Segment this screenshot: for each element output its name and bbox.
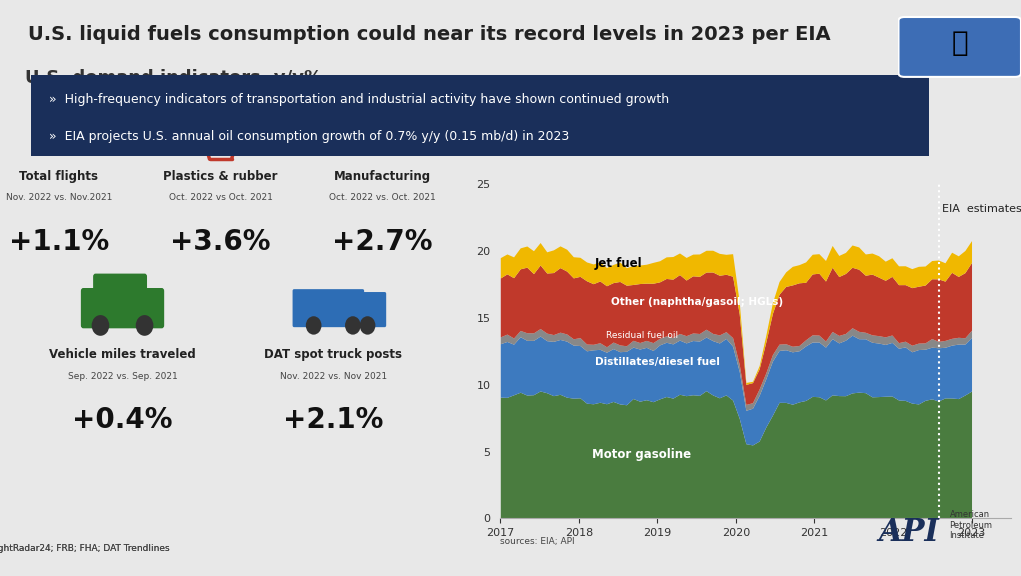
Text: Nov. 2022 vs. Nov 2021: Nov. 2022 vs. Nov 2021 — [280, 372, 387, 381]
FancyBboxPatch shape — [81, 288, 164, 328]
Text: ⚙: ⚙ — [391, 92, 414, 116]
Circle shape — [136, 315, 153, 336]
Text: »  EIA projects U.S. annual oil consumption growth of 0.7% y/y (0.15 mb/d) in 20: » EIA projects U.S. annual oil consumpti… — [49, 130, 569, 143]
Text: Distillates/diesel fuel: Distillates/diesel fuel — [595, 357, 720, 367]
Text: API: API — [878, 517, 939, 548]
Text: Manufacturing: Manufacturing — [334, 170, 431, 183]
Text: ✈: ✈ — [40, 100, 78, 142]
Text: U.S. demand indicators, y/y%: U.S. demand indicators, y/y% — [25, 69, 322, 87]
Text: Residual fuel oil: Residual fuel oil — [605, 331, 678, 340]
FancyBboxPatch shape — [293, 289, 364, 327]
Circle shape — [359, 316, 376, 335]
Text: Vehicle miles traveled: Vehicle miles traveled — [49, 348, 196, 362]
Text: sources: EIA; API: sources: EIA; API — [500, 537, 575, 546]
Text: Nov. 2022 vs. Nov.2021: Nov. 2022 vs. Nov.2021 — [6, 193, 112, 202]
Circle shape — [92, 315, 109, 336]
Text: U.S. liquid fuel consumption by fuel: U.S. liquid fuel consumption by fuel — [500, 100, 863, 118]
Text: Total flights: Total flights — [19, 170, 98, 183]
Text: Sep. 2022 vs. Sep. 2021: Sep. 2022 vs. Sep. 2021 — [67, 372, 178, 381]
Text: Million barrels per day: Million barrels per day — [500, 134, 624, 144]
Text: sources: FlightRadar24; FRB; FHA; DAT Trendlines: sources: FlightRadar24; FRB; FHA; DAT Tr… — [0, 544, 171, 553]
Text: Plastics & rubber: Plastics & rubber — [163, 170, 278, 183]
FancyBboxPatch shape — [898, 17, 1021, 77]
Circle shape — [306, 316, 322, 335]
Text: EIA  estimates: EIA estimates — [942, 204, 1021, 214]
Text: DAT spot truck posts: DAT spot truck posts — [264, 348, 402, 362]
FancyBboxPatch shape — [358, 292, 386, 327]
Text: Oct. 2022 vs Oct. 2021: Oct. 2022 vs Oct. 2021 — [168, 193, 273, 202]
Text: Jet fuel: Jet fuel — [594, 257, 642, 270]
Text: sources: FlightRadar24; FRB; FHA; DAT Trendlines: sources: FlightRadar24; FRB; FHA; DAT Tr… — [0, 544, 171, 553]
Text: +0.4%: +0.4% — [72, 406, 173, 434]
Text: +2.7%: +2.7% — [332, 228, 433, 256]
Text: Other (naphtha/gasoil; HGLs): Other (naphtha/gasoil; HGLs) — [611, 297, 783, 306]
Text: U.S. liquid fuels consumption could near its record levels in 2023 per EIA: U.S. liquid fuels consumption could near… — [29, 25, 831, 44]
Text: Oct. 2022 vs. Oct. 2021: Oct. 2022 vs. Oct. 2021 — [329, 193, 436, 202]
Text: +1.1%: +1.1% — [9, 228, 109, 256]
Text: 🗺: 🗺 — [952, 29, 968, 57]
Text: +3.6%: +3.6% — [171, 228, 271, 256]
Text: Motor gasoline: Motor gasoline — [592, 448, 691, 461]
Text: ⚙: ⚙ — [364, 102, 399, 140]
FancyBboxPatch shape — [12, 73, 947, 157]
Text: »  High-frequency indicators of transportation and industrial activity have show: » High-frequency indicators of transport… — [49, 93, 669, 105]
FancyBboxPatch shape — [93, 274, 147, 305]
Text: American
Petroleum
Institute: American Petroleum Institute — [950, 510, 992, 540]
Text: +2.1%: +2.1% — [283, 406, 384, 434]
Circle shape — [345, 316, 360, 335]
